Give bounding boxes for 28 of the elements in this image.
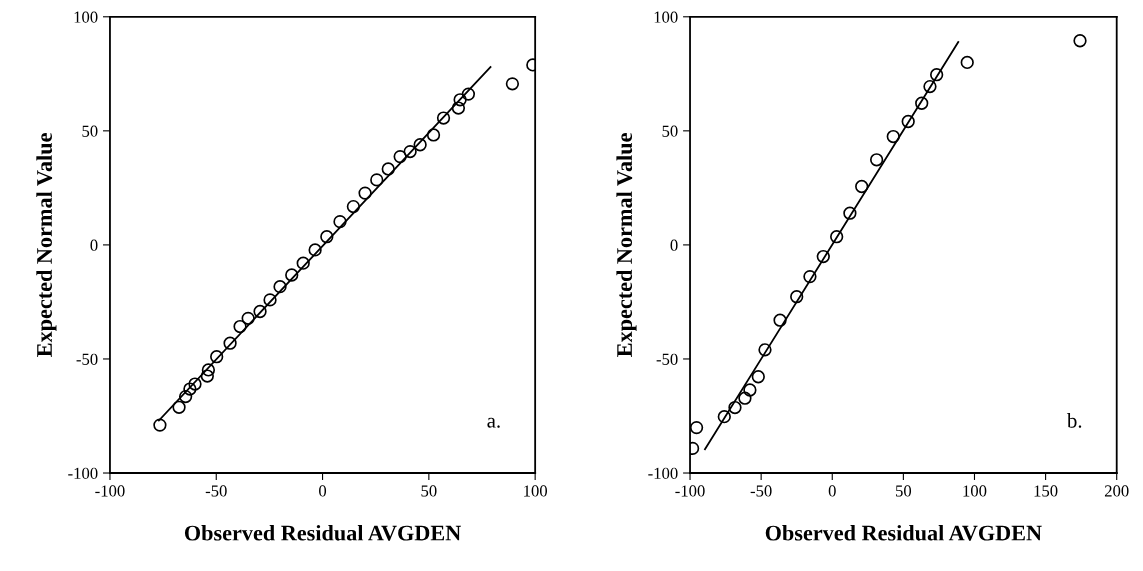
x-tick-label: -100 xyxy=(675,485,705,497)
x-tick-label: 0 xyxy=(828,485,836,497)
x-tick-label: 150 xyxy=(1034,485,1058,497)
y-tick-label: 0 xyxy=(670,239,678,251)
x-tick-label: 100 xyxy=(963,485,987,497)
x-axis-title: Observed Residual AVGDEN xyxy=(184,524,461,541)
y-tick-label: -100 xyxy=(68,467,98,479)
y-axis-title: Expected Normal Value xyxy=(36,133,57,357)
y-tick-label: 50 xyxy=(662,125,678,137)
x-tick-label: -50 xyxy=(750,485,772,497)
annotation: b. xyxy=(1066,413,1082,428)
x-tick-label: -50 xyxy=(205,485,227,497)
y-tick-label: 50 xyxy=(82,125,98,137)
y-tick-label: 0 xyxy=(90,239,98,251)
y-axis-title: Expected Normal Value xyxy=(616,133,637,357)
x-tick-label: 100 xyxy=(524,485,548,497)
x-axis-title: Observed Residual AVGDEN xyxy=(765,524,1042,541)
y-tick-label: -50 xyxy=(76,353,98,365)
y-tick-label: 100 xyxy=(654,11,678,23)
x-tick-label: 50 xyxy=(896,485,912,497)
x-tick-label: 200 xyxy=(1104,485,1129,497)
x-tick-label: 0 xyxy=(319,485,327,497)
y-tick-label: -50 xyxy=(656,353,678,365)
y-tick-label: -100 xyxy=(648,467,678,479)
annotation: a. xyxy=(487,417,500,428)
x-tick-label: -100 xyxy=(95,485,125,497)
x-tick-label: 50 xyxy=(421,485,437,497)
y-tick-label: 100 xyxy=(74,11,98,23)
